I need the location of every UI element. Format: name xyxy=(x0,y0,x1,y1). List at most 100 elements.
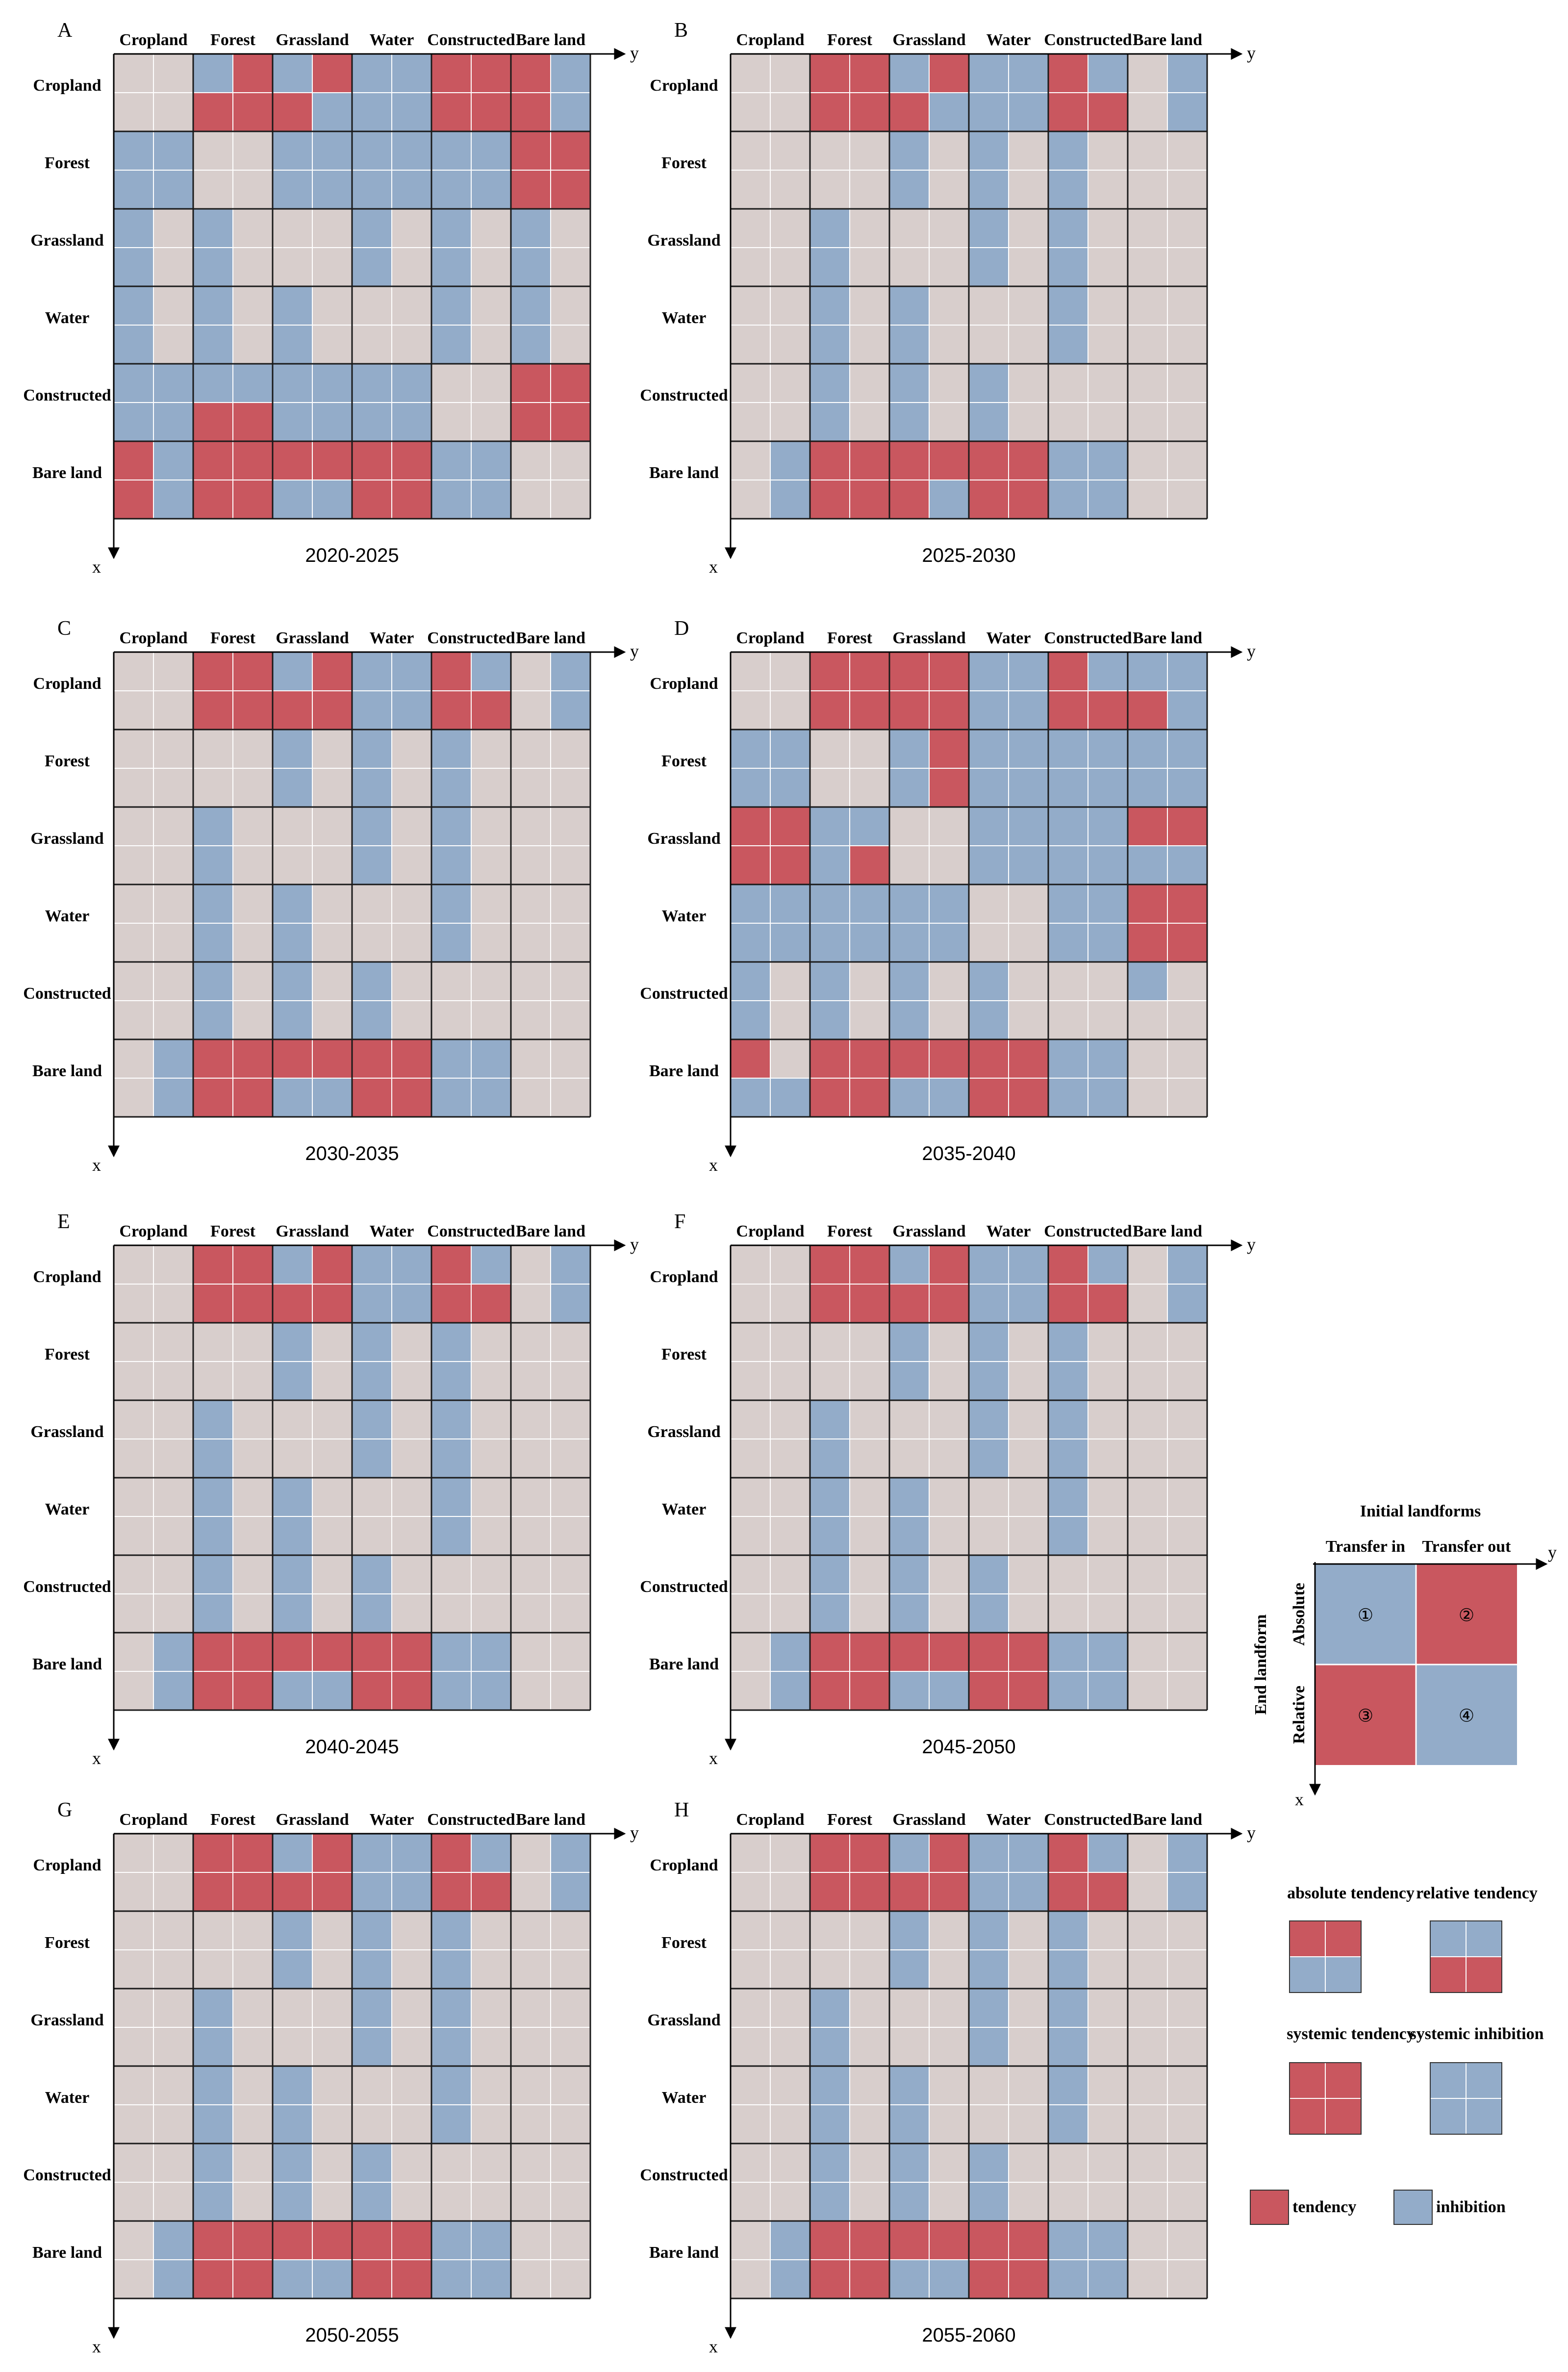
quadrant xyxy=(1009,2144,1048,2182)
quadrant xyxy=(114,441,153,480)
quadrant xyxy=(153,2066,193,2105)
quadrant xyxy=(153,846,193,884)
quadrant xyxy=(551,2221,590,2260)
quadrant xyxy=(551,364,590,403)
matrix-cell xyxy=(969,131,1048,209)
quadrant xyxy=(1009,1284,1048,1323)
quadrant xyxy=(233,1555,273,1594)
quadrant xyxy=(889,1633,929,1671)
matrix-cell xyxy=(114,1834,193,1911)
quadrant xyxy=(1167,1834,1207,1872)
quadrant xyxy=(1088,2066,1128,2105)
quadrant xyxy=(511,2182,551,2221)
quadrant xyxy=(431,1989,471,2027)
row-label: Water xyxy=(662,1500,707,1518)
quadrant xyxy=(770,768,810,807)
quadrant xyxy=(1048,1478,1088,1516)
quadrant xyxy=(1128,768,1167,807)
column-label: Cropland xyxy=(119,629,187,647)
panel-d: D Cropland Forest Grassland Water Constructed… xyxy=(640,617,1256,1175)
quadrant xyxy=(850,768,889,807)
matrix-cell xyxy=(810,807,889,884)
quadrant xyxy=(850,2027,889,2066)
row-label: Grassland xyxy=(30,830,103,848)
panel-period: 2025-2030 xyxy=(922,545,1015,566)
matrix-cell xyxy=(114,209,193,286)
column-label: Constructed xyxy=(427,629,515,647)
quadrant xyxy=(770,1439,810,1478)
quadrant xyxy=(511,1478,551,1516)
matrix-cell xyxy=(352,54,431,131)
quadrant xyxy=(1167,923,1207,962)
quadrant xyxy=(471,884,511,923)
quadrant xyxy=(392,1439,431,1478)
quadrant xyxy=(770,248,810,286)
quadrant xyxy=(511,884,551,923)
quadrant xyxy=(551,1245,590,1284)
matrix-cell xyxy=(969,2221,1048,2298)
quadrant xyxy=(193,209,233,248)
legend-swatch xyxy=(1289,2062,1362,2135)
matrix-cell xyxy=(1128,1633,1207,1710)
matrix-cell xyxy=(1128,1834,1207,1911)
matrix-cell xyxy=(969,884,1048,962)
quadrant xyxy=(551,1078,590,1117)
matrix-cell xyxy=(193,1323,273,1400)
matrix-cell xyxy=(114,1555,193,1633)
quadrant xyxy=(969,962,1009,1001)
x-axis-label: x xyxy=(709,557,718,577)
quadrant xyxy=(153,1245,193,1284)
quadrant xyxy=(153,2144,193,2182)
matrix-cell xyxy=(193,2066,273,2144)
quadrant xyxy=(312,1516,352,1555)
quadrant xyxy=(770,1323,810,1362)
quadrant xyxy=(969,923,1009,962)
quadrant xyxy=(1048,691,1088,730)
quadrant xyxy=(889,846,929,884)
row-label: Bare land xyxy=(649,2244,719,2262)
quadrant xyxy=(1088,2260,1128,2298)
quadrant xyxy=(1128,1989,1167,2027)
matrix-cell xyxy=(810,286,889,364)
matrix-cell xyxy=(114,652,193,730)
matrix-cell xyxy=(731,1834,810,1911)
quadrant xyxy=(312,962,352,1001)
quadrant xyxy=(193,730,233,768)
key-quadrant xyxy=(1416,1564,1517,1665)
quadrant xyxy=(1009,846,1048,884)
quadrant xyxy=(810,93,850,131)
quadrant xyxy=(1167,652,1207,691)
quadrant xyxy=(392,1911,431,1950)
matrix-cell xyxy=(431,1633,511,1710)
quadrant xyxy=(889,730,929,768)
matrix-cell xyxy=(114,131,193,209)
quadrant xyxy=(929,962,969,1001)
matrix-cell xyxy=(731,286,810,364)
matrix-cell xyxy=(511,652,590,730)
quadrant xyxy=(431,1594,471,1633)
matrix-cell xyxy=(731,807,810,884)
quadrant xyxy=(551,1284,590,1323)
quadrant xyxy=(431,962,471,1001)
quadrant xyxy=(1088,1950,1128,1989)
quadrant xyxy=(392,1400,431,1439)
quadrant xyxy=(471,2144,511,2182)
row-label: Forest xyxy=(45,1345,90,1363)
quadrant xyxy=(1009,1439,1048,1478)
quadrant xyxy=(1167,1555,1207,1594)
quadrant xyxy=(1048,1950,1088,1989)
matrix-cell xyxy=(431,1400,511,1478)
quadrant xyxy=(551,480,590,519)
quadrant xyxy=(1009,2182,1048,2221)
quadrant xyxy=(1048,1989,1088,2027)
quadrant xyxy=(193,1834,233,1872)
quadrant xyxy=(551,2105,590,2144)
quadrant xyxy=(810,480,850,519)
matrix-cell xyxy=(273,1400,352,1478)
quadrant xyxy=(153,209,193,248)
quadrant xyxy=(889,1078,929,1117)
quadrant xyxy=(969,1911,1009,1950)
matrix-cell xyxy=(1048,1911,1128,1989)
quadrant xyxy=(273,2105,312,2144)
